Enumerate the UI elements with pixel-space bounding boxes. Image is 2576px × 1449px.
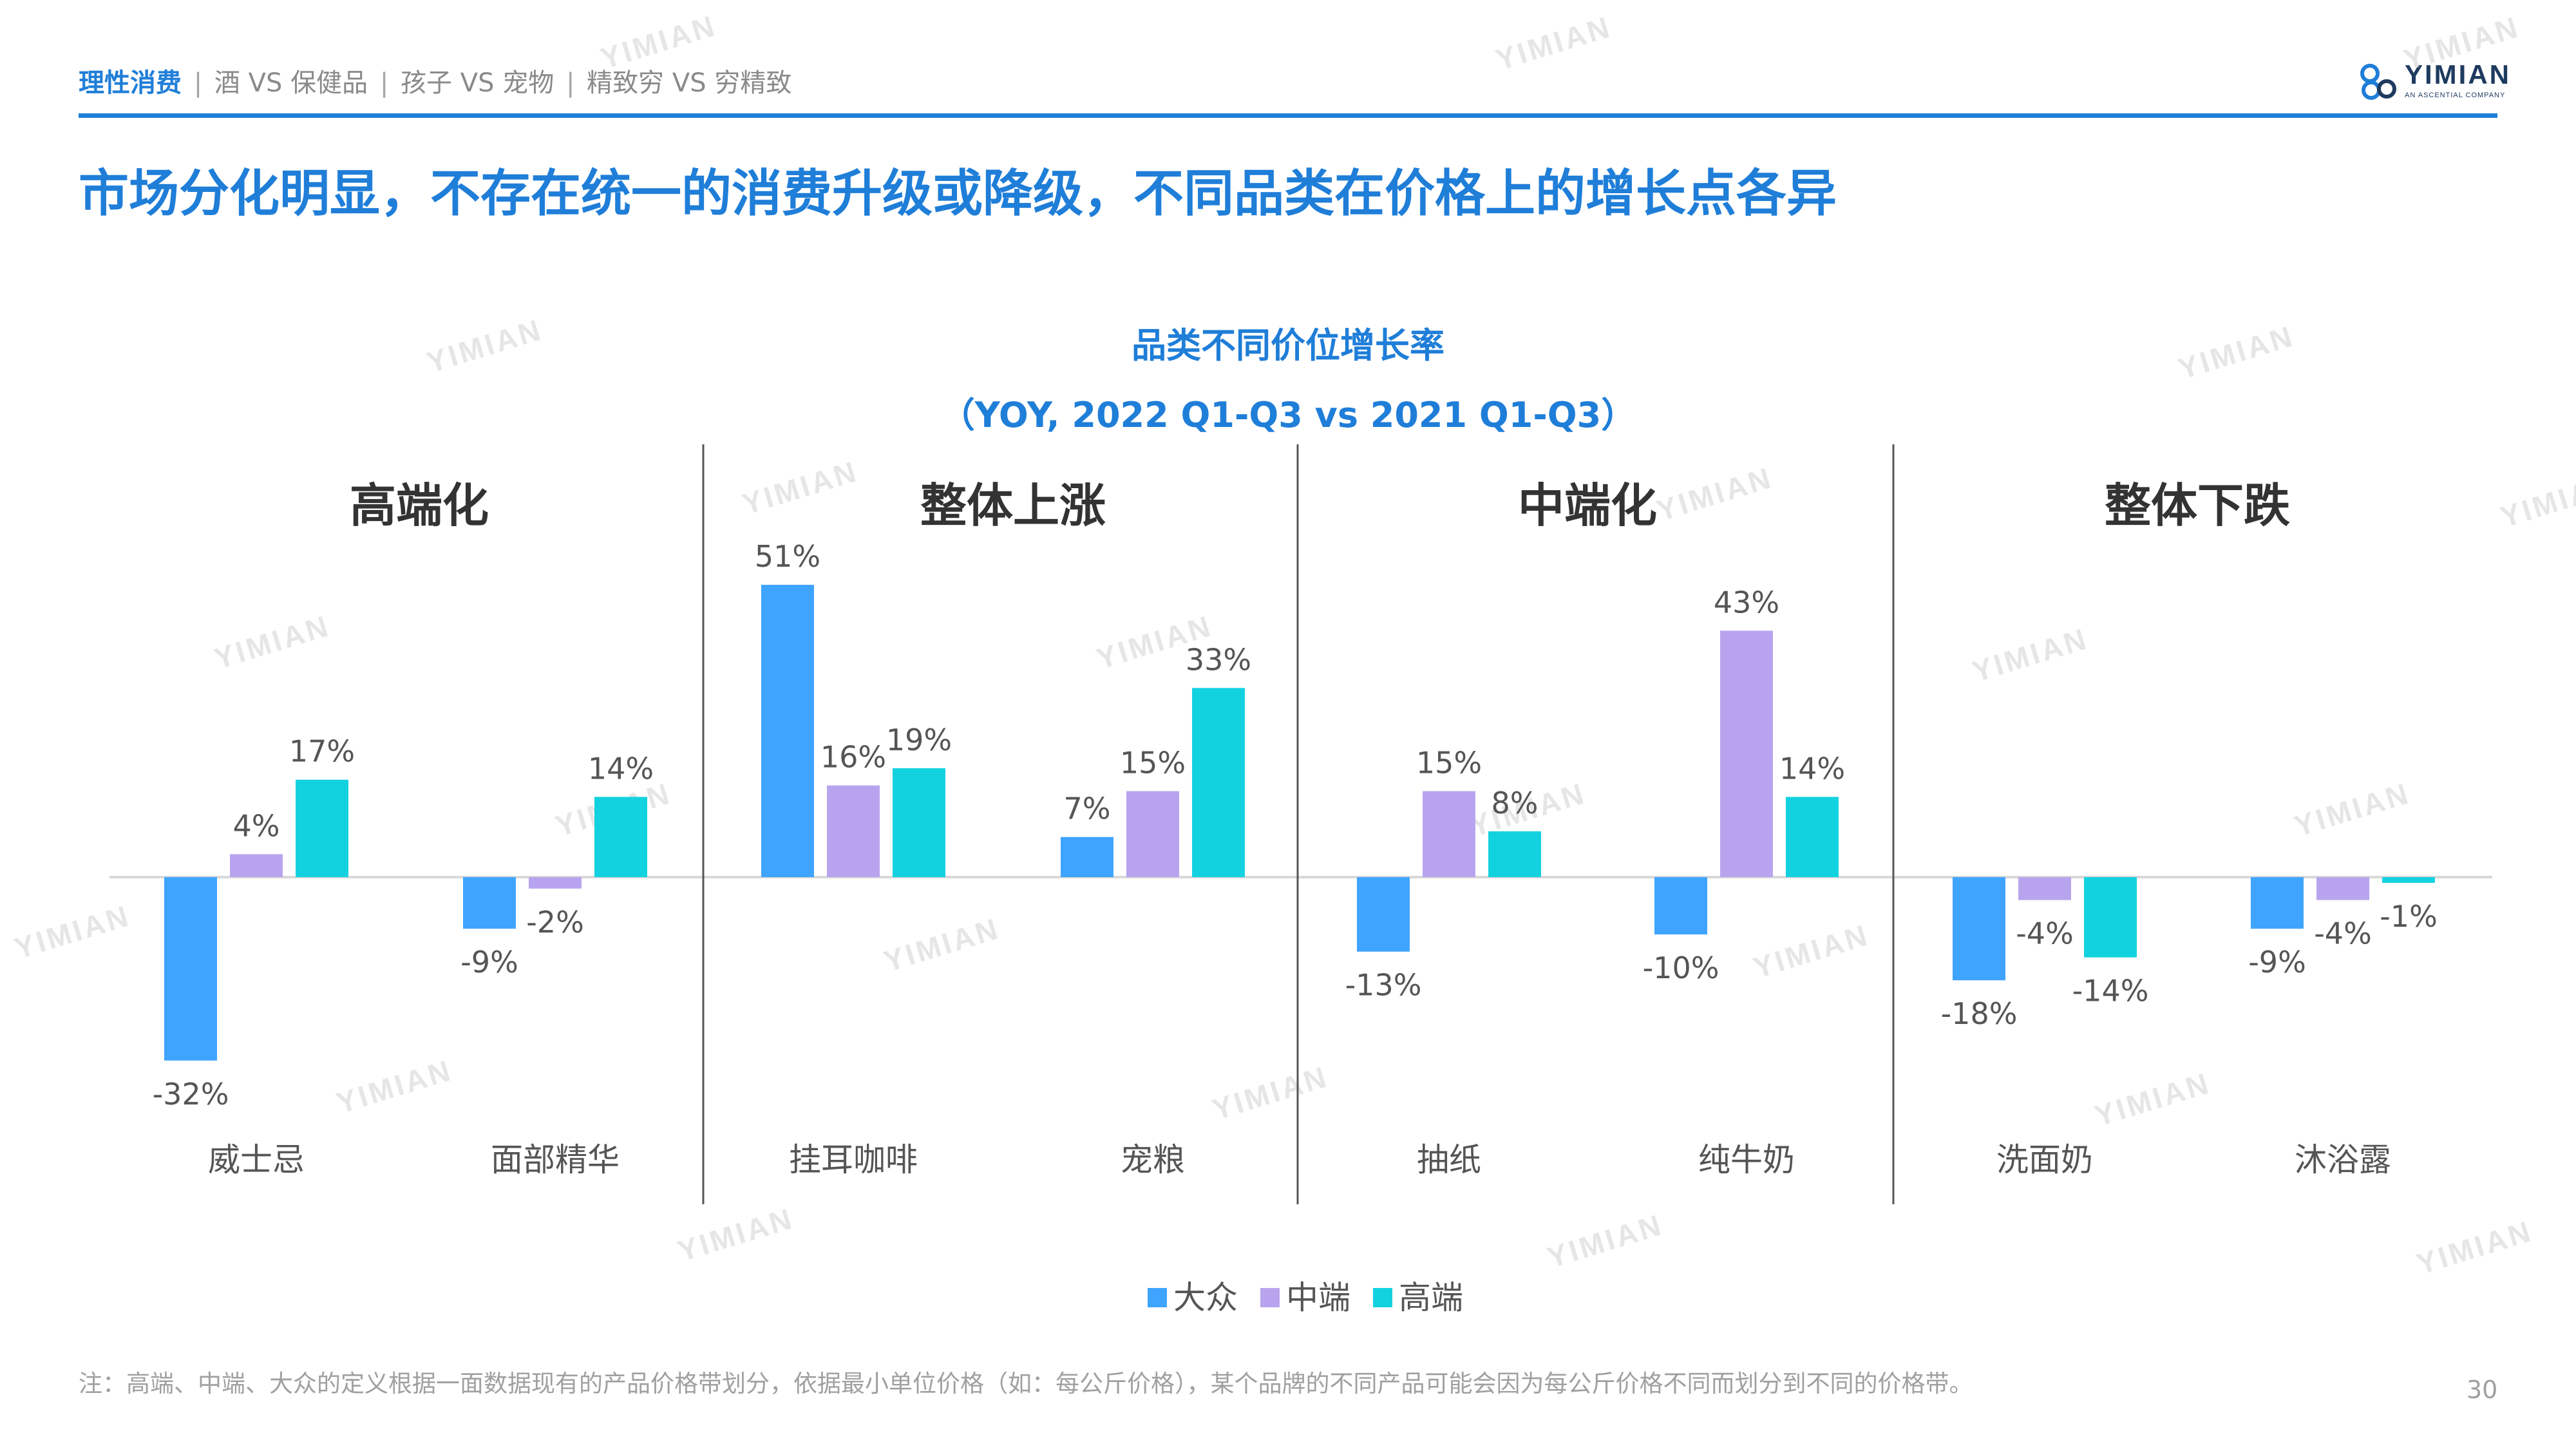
bar-挂耳咖啡-高端 [893, 768, 945, 877]
nav-item-wine-vs-health[interactable]: 酒 VS 保健品 [214, 68, 368, 98]
legend-label: 大众 [1173, 1279, 1238, 1316]
data-label: 15% [1120, 746, 1186, 781]
category-label: 威士忌 [208, 1141, 305, 1179]
data-label: -9% [2248, 945, 2306, 980]
nav-separator: | [565, 68, 575, 98]
data-label: -4% [2314, 916, 2372, 951]
data-label: 19% [886, 723, 952, 757]
nav-separator: | [379, 68, 389, 98]
bar-抽纸-高端 [1488, 831, 1541, 877]
data-label: 16% [820, 740, 886, 775]
bar-面部精华-大众 [463, 877, 516, 929]
header-divider [79, 113, 2497, 118]
group-header: 整体下跌 [2105, 478, 2290, 533]
category-label: 纯牛奶 [1698, 1141, 1795, 1179]
footnote: 注：高端、中端、大众的定义根据一面数据现有的产品价格带划分，依据最小单位价格（如… [79, 1370, 1973, 1397]
chart-subtitle: （YOY, 2022 Q1-Q3 vs 2021 Q1-Q3） [940, 395, 1636, 435]
legend-swatch [1260, 1288, 1280, 1307]
bar-洗面奶-高端 [2084, 877, 2137, 958]
page-number: 30 [2467, 1376, 2498, 1404]
data-label: 7% [1064, 791, 1111, 826]
category-label: 面部精华 [491, 1141, 620, 1179]
bar-沐浴露-中端 [2316, 877, 2369, 900]
group-header: 高端化 [350, 478, 489, 533]
category-label: 挂耳咖啡 [789, 1141, 918, 1179]
bar-威士忌-中端 [230, 854, 283, 877]
data-label: -13% [1345, 968, 1422, 1003]
data-label: -18% [1941, 996, 2018, 1031]
data-label: 14% [588, 751, 654, 786]
bar-挂耳咖啡-中端 [827, 785, 880, 877]
chart-title: 品类不同价位增长率 [1132, 325, 1444, 366]
data-label: -2% [526, 905, 584, 940]
bar-沐浴露-大众 [2251, 877, 2304, 929]
bar-威士忌-大众 [164, 877, 217, 1061]
category-label: 抽纸 [1417, 1141, 1481, 1179]
category-label: 沐浴露 [2295, 1141, 2391, 1179]
bar-沐浴露-高端 [2382, 877, 2435, 883]
bar-纯牛奶-中端 [1720, 630, 1773, 877]
page-title: 市场分化明显，不存在统一的消费升级或降级，不同品类在价格上的增长点各异 [79, 165, 1837, 223]
data-label: 15% [1416, 746, 1482, 781]
data-label: 51% [755, 539, 820, 574]
group-header: 整体上涨 [920, 478, 1106, 533]
bar-宠粮-高端 [1192, 688, 1245, 877]
category-label: 洗面奶 [1996, 1141, 2093, 1179]
data-label: -4% [2016, 916, 2074, 951]
data-label: -1% [2380, 899, 2438, 934]
data-label: 8% [1492, 786, 1539, 820]
logo-mark-icon [2360, 64, 2396, 100]
bar-洗面奶-中端 [2018, 877, 2071, 900]
legend-swatch [1148, 1288, 1167, 1307]
nav-separator: | [193, 68, 203, 98]
bar-洗面奶-大众 [1953, 877, 2005, 981]
bar-面部精华-中端 [529, 877, 582, 889]
data-label: 14% [1779, 751, 1845, 786]
bar-宠粮-中端 [1126, 791, 1179, 877]
bar-面部精华-高端 [594, 797, 647, 877]
bar-纯牛奶-大众 [1654, 877, 1707, 934]
nav-item-kids-vs-pets[interactable]: 孩子 VS 宠物 [401, 68, 554, 98]
data-label: -9% [460, 945, 518, 980]
legend-label: 中端 [1286, 1279, 1350, 1316]
bar-挂耳咖啡-大众 [761, 585, 814, 877]
bar-威士忌-高端 [296, 779, 348, 877]
data-label: -10% [1643, 951, 1719, 985]
data-label: 17% [289, 734, 355, 769]
bar-抽纸-中端 [1423, 791, 1475, 877]
data-label: -32% [153, 1077, 229, 1112]
group-header: 中端化 [1518, 478, 1657, 533]
bar-抽纸-大众 [1357, 877, 1410, 952]
bar-纯牛奶-高端 [1786, 797, 1839, 877]
nav-item-refined-poor[interactable]: 精致穷 VS 穷精致 [587, 68, 792, 98]
bar-宠粮-大众 [1061, 837, 1113, 877]
legend-label: 高端 [1399, 1279, 1463, 1316]
logo-tagline: AN ASCENTIAL COMPANY [2405, 91, 2506, 99]
data-label: -14% [2072, 974, 2149, 1009]
category-label: 宠粮 [1121, 1141, 1185, 1179]
nav-active-item[interactable]: 理性消费 [79, 68, 182, 98]
data-label: 43% [1714, 585, 1779, 620]
breadcrumb: 理性消费 | 酒 VS 保健品 | 孩子 VS 宠物 | 精致穷 VS 穷精致 [79, 62, 791, 99]
yimian-logo: YIMIAN AN ASCENTIAL COMPANY [2358, 58, 2509, 103]
logo-name: YIMIAN [2405, 59, 2511, 90]
legend-swatch [1373, 1288, 1392, 1307]
data-label: 33% [1186, 642, 1251, 677]
data-label: 4% [233, 808, 280, 843]
